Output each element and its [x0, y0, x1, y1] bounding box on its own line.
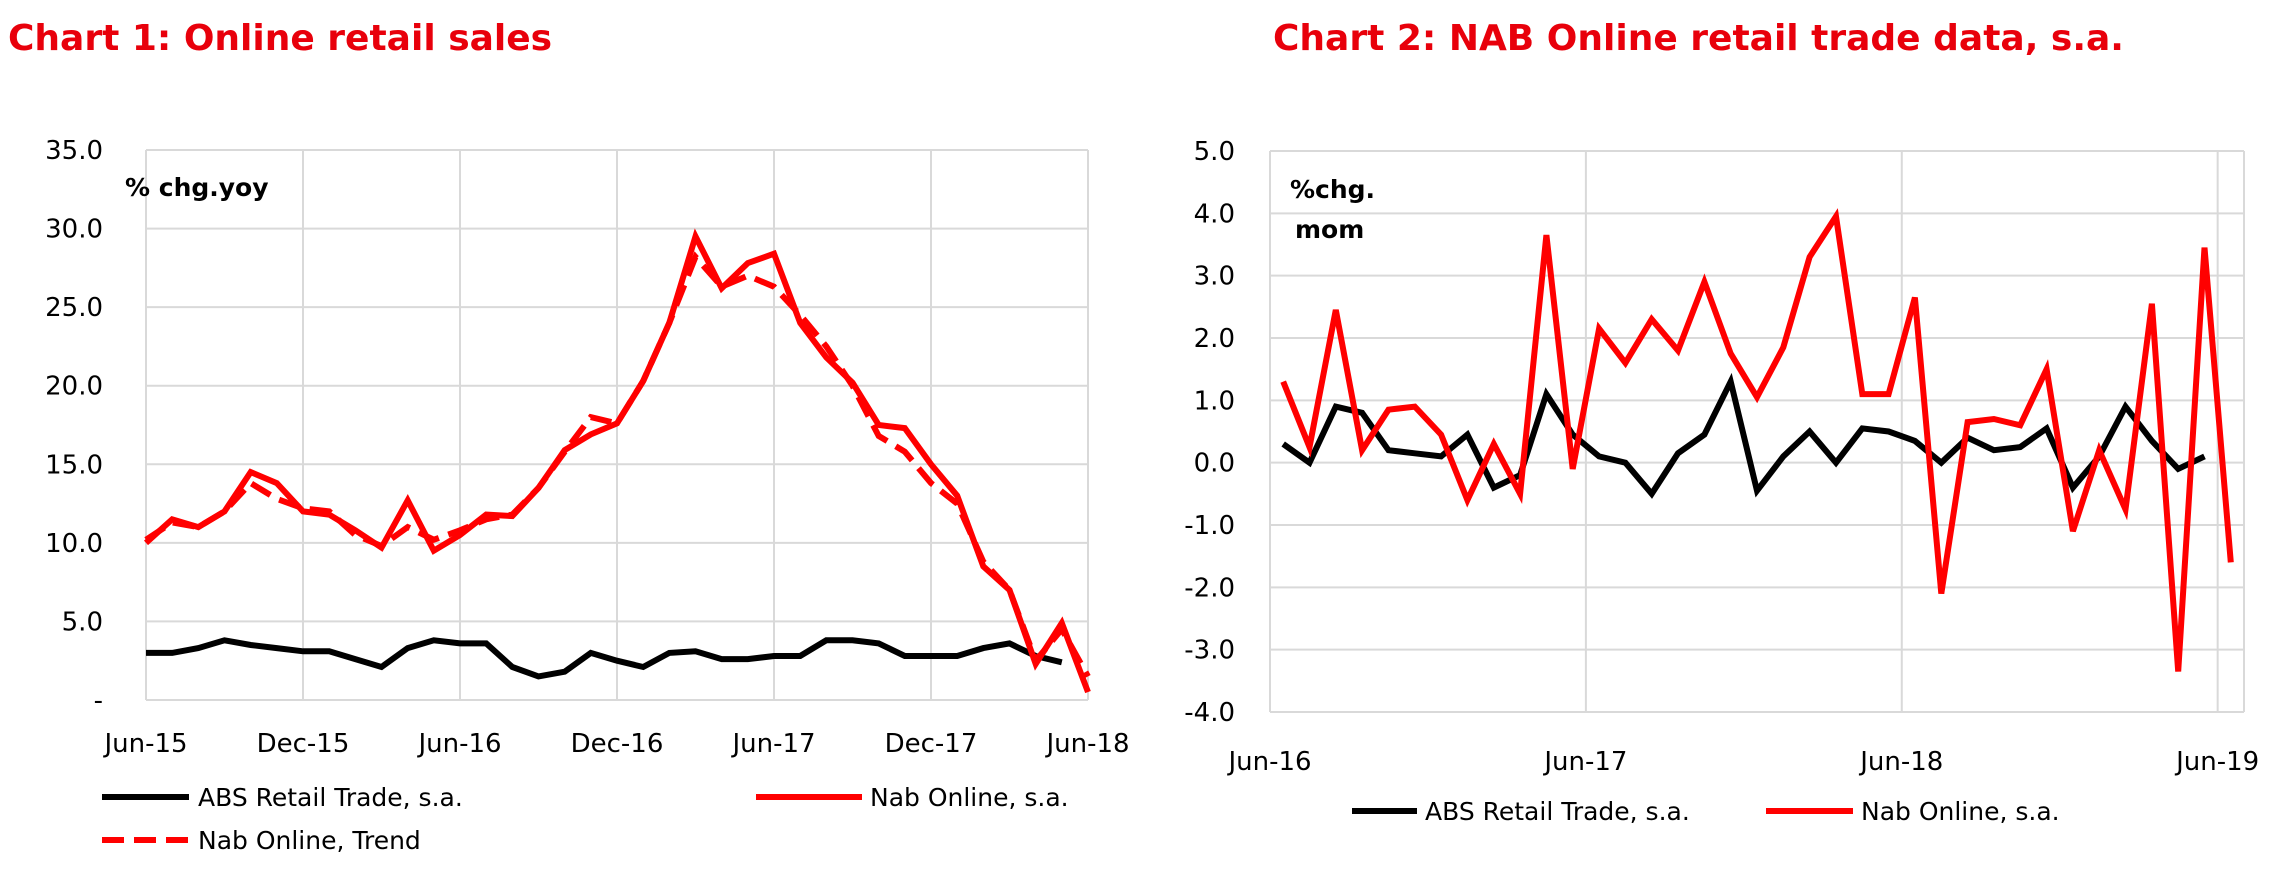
legend-label-abs-2: ABS Retail Trade, s.a. — [1425, 797, 1690, 826]
y-tick-label: 2.0 — [1194, 324, 1235, 354]
y-tick-label: 25.0 — [45, 293, 103, 323]
chart2-unit-label-line1: %chg. — [1290, 175, 1375, 204]
legend-label-abs-1: ABS Retail Trade, s.a. — [198, 783, 463, 812]
x-tick-label: Jun-18 — [1044, 729, 1129, 759]
legend-label-nab-1: Nab Online, s.a. — [870, 783, 1069, 812]
y-tick-label: 20.0 — [45, 372, 103, 402]
x-tick-label: Jun-17 — [1542, 747, 1627, 777]
y-tick-label: -1.0 — [1184, 511, 1235, 541]
x-tick-label: Dec-16 — [571, 729, 664, 759]
x-tick-label: Jun-18 — [1858, 747, 1943, 777]
chart1: - 5.0 10.0 15.0 20.0 25.0 30.0 35.0 Jun-15 Dec-15… — [45, 136, 1129, 759]
chart1-unit-label: % chg.yoy — [125, 173, 269, 202]
chart2-series-abs-retail-trade-s-a — [1281, 372, 2206, 499]
y-tick-label: 5.0 — [1194, 137, 1235, 167]
y-tick-label: 0.0 — [1194, 449, 1235, 479]
y-tick-label: 10.0 — [45, 529, 103, 559]
x-tick-label: Jun-16 — [1226, 747, 1311, 777]
y-tick-label: - — [94, 686, 103, 716]
y-tick-label: 30.0 — [45, 215, 103, 245]
y-tick-label: 3.0 — [1194, 262, 1235, 292]
chart1-series-nab-online-trend — [144, 251, 1091, 678]
x-tick-label: Dec-15 — [257, 729, 350, 759]
x-tick-label: Dec-17 — [885, 729, 978, 759]
y-tick-label: 4.0 — [1194, 199, 1235, 229]
chart1-series-nab-online-s-a — [143, 228, 1091, 694]
legend-label-nab-2: Nab Online, s.a. — [1861, 797, 2060, 826]
chart2-title: Chart 2: NAB Online retail trade data, s… — [1273, 18, 2124, 59]
y-tick-label: -3.0 — [1184, 636, 1235, 666]
chart2-series-nab-online-s-a — [1280, 208, 2234, 672]
x-tick-label: Jun-16 — [416, 729, 501, 759]
y-tick-label: 1.0 — [1194, 386, 1235, 416]
x-tick-label: Jun-17 — [730, 729, 815, 759]
y-tick-label: -4.0 — [1184, 698, 1235, 728]
x-tick-label: Jun-19 — [2174, 747, 2259, 777]
y-tick-label: -2.0 — [1184, 573, 1235, 603]
chart1-title: Chart 1: Online retail sales — [8, 18, 552, 59]
y-tick-label: 35.0 — [45, 136, 103, 166]
x-tick-label: Jun-15 — [102, 729, 187, 759]
y-tick-label: 15.0 — [45, 450, 103, 480]
legend-label-trend: Nab Online, Trend — [198, 826, 421, 855]
chart2: -4.0 -3.0 -2.0 -1.0 0.0 1.0 2.0 3.0 4.0 5.0 Jun-16… — [1184, 137, 2259, 777]
chart1-series-abs-retail-trade-s-a — [146, 637, 1063, 680]
chart2-unit-label-line2: mom — [1295, 215, 1364, 244]
y-tick-label: 5.0 — [62, 607, 103, 637]
